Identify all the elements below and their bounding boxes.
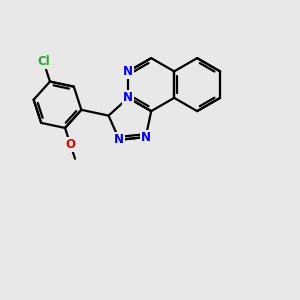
Text: N: N (141, 130, 151, 144)
Text: O: O (65, 138, 75, 151)
Text: N: N (123, 92, 133, 104)
Text: N: N (114, 133, 124, 146)
Text: N: N (123, 65, 133, 78)
Text: Cl: Cl (37, 55, 50, 68)
